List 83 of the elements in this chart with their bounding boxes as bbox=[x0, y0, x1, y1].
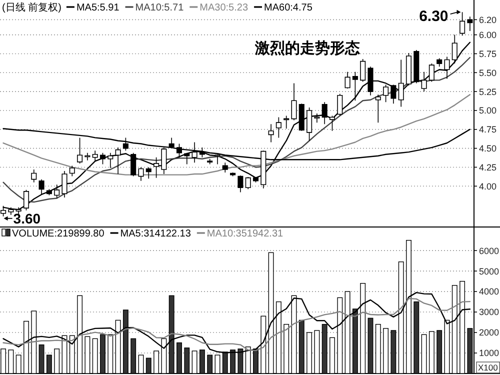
y-tick-label: 5.75 bbox=[479, 48, 497, 59]
candlestick bbox=[306, 107, 312, 142]
candlestick bbox=[92, 150, 98, 162]
candlestick bbox=[428, 63, 434, 82]
legend-label: MA5:5.91 bbox=[76, 2, 120, 14]
candlestick bbox=[46, 188, 52, 196]
candlestick bbox=[344, 71, 350, 89]
candlestick bbox=[38, 178, 44, 195]
candlestick bbox=[138, 166, 144, 182]
legend-item: MA10:5.71 bbox=[125, 2, 184, 14]
y-tick-label: 4.75 bbox=[479, 124, 497, 135]
y-axis-title: X100 bbox=[478, 362, 498, 372]
annotation: 6.30 bbox=[419, 8, 448, 26]
candlestick bbox=[291, 82, 297, 121]
candlestick bbox=[390, 84, 396, 104]
legend-item: MA10:351942.31 bbox=[196, 228, 284, 240]
candlestick bbox=[54, 184, 60, 199]
candlestick bbox=[406, 52, 412, 86]
candlestick bbox=[115, 147, 121, 174]
candlestick bbox=[69, 165, 75, 177]
candlestick bbox=[360, 58, 366, 82]
candlestick bbox=[276, 116, 282, 138]
candlestick bbox=[62, 170, 68, 198]
legend-label: MA30:5.23 bbox=[200, 2, 248, 14]
candlestick bbox=[207, 158, 213, 165]
candlestick bbox=[322, 102, 328, 124]
legend-item: VOLUME:219899.80 bbox=[2, 228, 104, 240]
legend-item: MA30:5.23 bbox=[190, 2, 248, 14]
candlestick bbox=[184, 152, 190, 165]
legend-item: MA60:4.75 bbox=[254, 2, 312, 14]
y-tick-label: 5.25 bbox=[479, 86, 497, 97]
candlestick bbox=[31, 169, 37, 183]
candlestick bbox=[130, 152, 136, 177]
y-tick-label: 6.20 bbox=[479, 14, 497, 25]
candlestick bbox=[314, 113, 320, 123]
candlestick bbox=[284, 115, 290, 130]
chart-title: (日线 前复权) bbox=[2, 2, 62, 14]
candlestick bbox=[329, 115, 336, 132]
candlestick bbox=[337, 93, 343, 116]
candlestick bbox=[421, 71, 427, 92]
candlestick bbox=[238, 175, 244, 193]
line-series bbox=[2, 94, 471, 176]
y-tick-label: 5.00 bbox=[479, 106, 497, 116]
candlestick bbox=[368, 66, 374, 96]
candlestick bbox=[176, 143, 182, 158]
legend-item: MA5:5.91 bbox=[66, 2, 120, 14]
candlestick bbox=[154, 156, 160, 178]
candlestick bbox=[199, 147, 205, 158]
y-tick-label: 4.00 bbox=[479, 181, 497, 192]
legend-item: MA5:314122.13 bbox=[110, 228, 191, 240]
candlestick bbox=[168, 137, 174, 148]
candlestick bbox=[122, 137, 128, 151]
candlestick bbox=[375, 94, 381, 123]
candlestick bbox=[436, 58, 442, 67]
y-tick-label: 4000 bbox=[479, 286, 500, 297]
y-tick-label: 2000 bbox=[479, 328, 500, 338]
y-tick-label: 4.25 bbox=[479, 162, 497, 172]
candlestick bbox=[352, 71, 358, 102]
candlestick bbox=[252, 176, 259, 183]
y-tick-label: 1000 bbox=[479, 348, 500, 358]
y-tick-label: 6000 bbox=[479, 246, 500, 256]
y-tick-label: 5000 bbox=[479, 266, 500, 276]
legend-label: MA60:4.75 bbox=[264, 2, 313, 14]
y-tick-label: 5.50 bbox=[479, 68, 497, 78]
candlestick bbox=[230, 172, 236, 177]
y-tick-label: 6.00 bbox=[479, 30, 497, 40]
candlestick bbox=[146, 166, 152, 179]
candlestick bbox=[414, 50, 420, 84]
candlestick bbox=[444, 56, 450, 80]
candlestick bbox=[84, 152, 90, 161]
candlestick bbox=[245, 176, 251, 190]
candlestick bbox=[398, 59, 404, 108]
candlestick bbox=[100, 152, 106, 165]
candlestick bbox=[222, 162, 228, 173]
candlestick bbox=[298, 103, 304, 132]
legend-label: MA10:5.71 bbox=[135, 2, 184, 14]
annotation: 激烈的走势形态 bbox=[254, 40, 360, 57]
annotation: 3.60 bbox=[13, 210, 41, 226]
candlestick bbox=[268, 124, 274, 143]
y-tick-label: 3000 bbox=[479, 307, 500, 318]
y-tick-label: 4.50 bbox=[479, 144, 497, 154]
candlestick bbox=[383, 84, 389, 103]
candlestick bbox=[108, 152, 114, 168]
